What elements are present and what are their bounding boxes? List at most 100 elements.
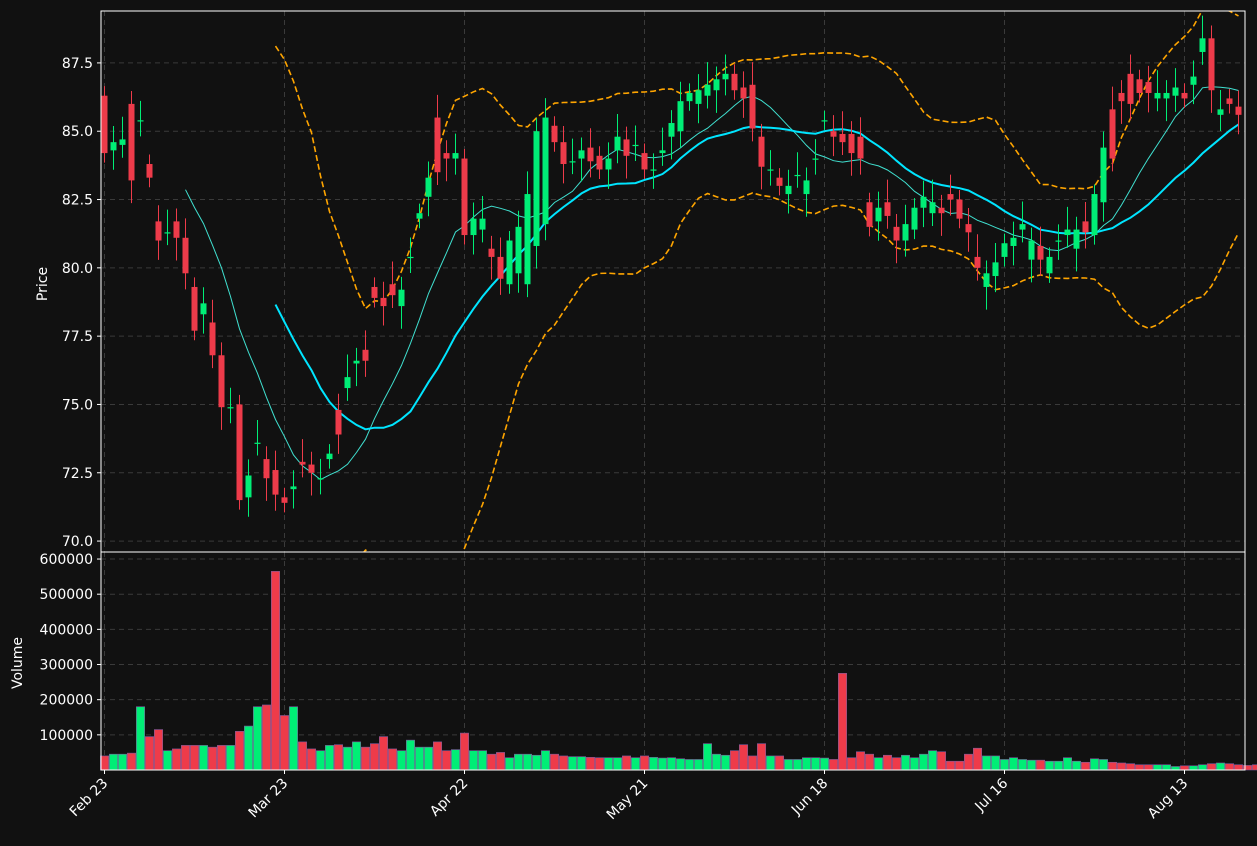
candle-body [767, 169, 774, 171]
volume-bar [792, 759, 802, 771]
candle-body [299, 461, 306, 465]
candle-body [209, 322, 216, 356]
ma-short-line [185, 86, 1239, 481]
volume-bar [846, 757, 856, 771]
candle-body [605, 158, 612, 170]
candle-body [371, 286, 378, 298]
volume-bar [639, 755, 649, 771]
candle-body [1235, 106, 1242, 115]
volume-bar [450, 749, 460, 771]
volume-bar [702, 743, 712, 771]
volume-tick-label: 400000 [40, 622, 93, 638]
volume-tick-label: 600000 [40, 552, 93, 568]
price-tick-label: 70.0 [62, 534, 93, 550]
candle-body [1082, 221, 1089, 233]
candle-body [533, 131, 540, 246]
volume-bar [693, 759, 703, 771]
volume-bar [990, 755, 1000, 771]
candle-body [479, 218, 486, 230]
price-tick-label: 75.0 [62, 397, 93, 413]
candle-body [191, 286, 198, 331]
volume-bar [1126, 763, 1136, 771]
candle-body [1037, 245, 1044, 260]
volume-bar [333, 744, 343, 771]
candle-body [1100, 147, 1107, 203]
volume-bar [351, 741, 361, 771]
volume-bar [828, 759, 838, 771]
volume-bar [270, 571, 280, 771]
candle-body [839, 133, 846, 143]
volume-bar [621, 755, 631, 771]
candle-body [488, 248, 495, 257]
volume-bar [495, 752, 505, 771]
volume-bar [882, 754, 892, 771]
candle-body [254, 442, 261, 444]
volume-bar [199, 745, 209, 771]
volume-bar [729, 750, 739, 771]
volume-bar [396, 750, 406, 771]
volume-bar [1090, 758, 1100, 771]
volume-bar [288, 706, 298, 771]
candle-body [1217, 109, 1224, 115]
candle-body [749, 84, 756, 129]
candle-body [515, 226, 522, 274]
candle-body [974, 256, 981, 268]
candle-body [1091, 194, 1098, 236]
volume-bar [972, 747, 982, 771]
volume-bar [684, 759, 694, 771]
volume-bar [1108, 761, 1118, 771]
volume-tick-label: 200000 [40, 693, 93, 709]
candle-body [668, 123, 675, 137]
volume-bar [945, 760, 955, 771]
candle-body [272, 470, 279, 495]
candle-body [146, 164, 153, 178]
volume-bar [1153, 764, 1163, 771]
volume-bar [253, 706, 263, 771]
candle-body [290, 486, 297, 490]
volume-bar [954, 760, 964, 771]
candle-body [380, 297, 387, 307]
volume-bar [630, 757, 640, 771]
candle-body [1073, 229, 1080, 249]
candle-body [956, 199, 963, 219]
candle-body [857, 136, 864, 159]
candle-body [155, 221, 162, 241]
volume-bar [441, 750, 451, 771]
candle-body [695, 90, 702, 104]
volume-bar [1162, 764, 1172, 771]
volume-bar [1045, 760, 1055, 771]
volume-bar [999, 759, 1009, 771]
candle-body [740, 87, 747, 99]
volume-bar [1216, 762, 1226, 771]
candle-body [560, 142, 567, 165]
candle-body [1109, 109, 1116, 159]
candle-body [1145, 82, 1152, 93]
volume-bar [369, 743, 379, 771]
candle-body [677, 101, 684, 132]
volume-bar [297, 741, 307, 771]
candle-body [965, 224, 972, 233]
volume-bar [981, 755, 991, 771]
candle-body [830, 131, 837, 137]
candle-body [1055, 240, 1062, 242]
candle-body [425, 177, 432, 197]
price-tick-label: 80.0 [62, 261, 93, 277]
volume-bar [927, 750, 937, 771]
volume-bar [1063, 757, 1073, 771]
candle-body [317, 478, 324, 480]
candle-body [812, 158, 819, 160]
candle-body [866, 202, 873, 227]
volume-bar [279, 715, 289, 771]
candle-body [164, 232, 171, 234]
candle-body [983, 273, 990, 287]
candle-body [200, 303, 207, 315]
volume-bar [612, 757, 622, 771]
volume-bar [172, 748, 182, 771]
candle-body [416, 213, 423, 219]
volume-tick-label: 100000 [40, 728, 93, 744]
volume-tick-label: 500000 [40, 587, 93, 603]
volume-bar [1008, 757, 1018, 771]
candle-body [938, 207, 945, 214]
volume-plot [100, 571, 1257, 771]
